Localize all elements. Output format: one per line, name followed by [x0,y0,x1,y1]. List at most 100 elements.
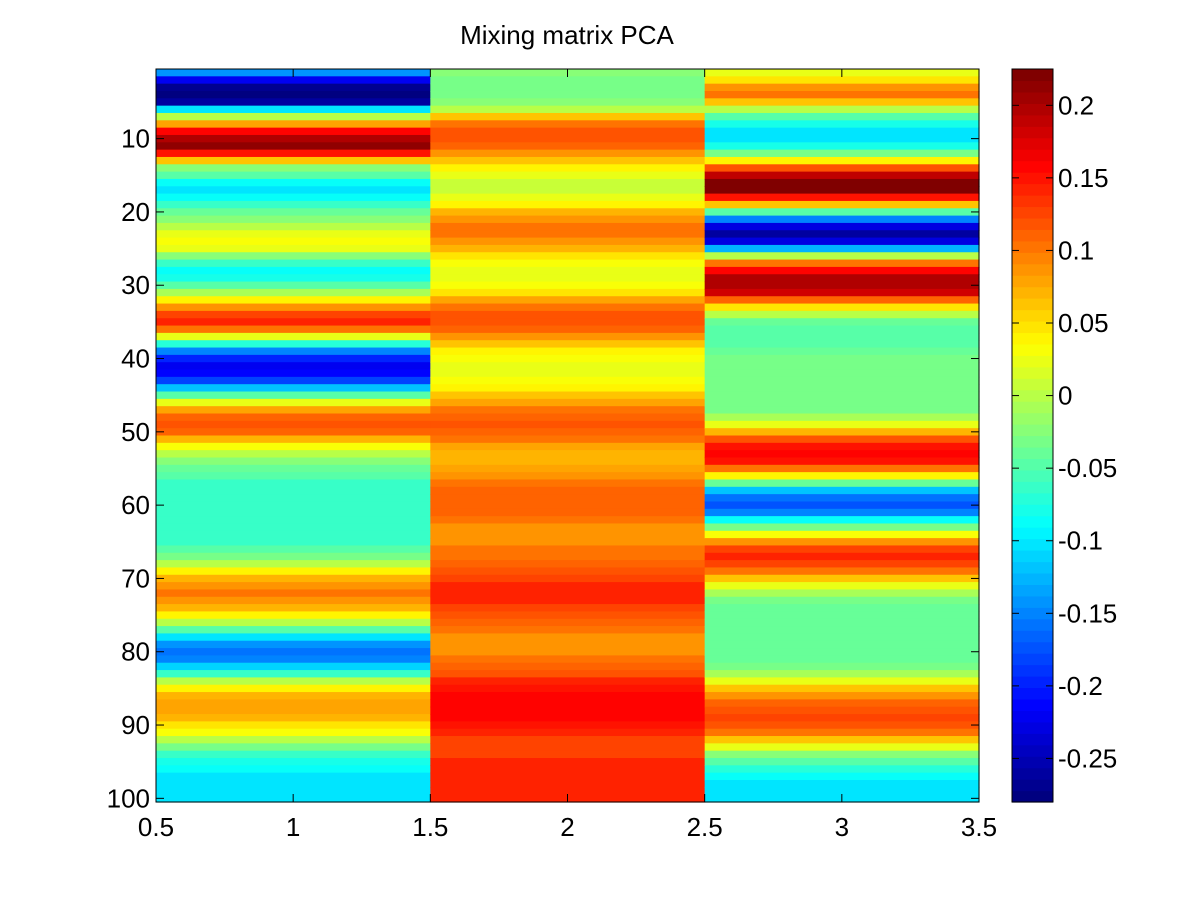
colorbar-step [1012,355,1053,368]
heatmap-cell [430,611,706,620]
colorbar-step [1012,584,1053,597]
heatmap-cell [704,736,980,744]
heatmap-cell [704,648,980,656]
heatmap-cell [430,428,706,437]
heatmap-cell [704,193,980,202]
heatmap-cell [156,552,431,561]
heatmap-cell [430,655,706,664]
colorbar-tick-label: -0.15 [1058,598,1117,628]
y-tick-label: 90 [121,710,150,740]
heatmap-cell [430,435,706,444]
y-tick-label: 10 [121,124,150,154]
heatmap-cell [156,112,431,121]
heatmap-cell [430,200,706,209]
heatmap-cell [430,567,706,576]
heatmap-cell [430,112,706,121]
y-axis: 10 20 30 40 50 60 70 80 90 100 [107,124,979,813]
heatmap-cell [156,596,431,605]
heatmap-cell [704,780,980,788]
heatmap-cell [430,237,706,246]
heatmap-cell [704,772,980,781]
heatmap-cell [156,340,431,349]
heatmap-cell [156,186,431,195]
heatmap-cell [704,457,980,466]
heatmap-cell [430,545,706,554]
heatmap-cell [704,398,980,407]
heatmap-cell [704,670,980,678]
colorbar-step [1012,332,1053,345]
heatmap-cell [156,699,431,708]
heatmap-cell [156,626,431,635]
heatmap-cell [156,420,431,429]
colorbar-step [1012,194,1053,208]
colorbar-step [1012,481,1053,494]
heatmap-cell [704,787,980,796]
heatmap-cell [430,758,706,766]
heatmap-cell [156,472,431,481]
heatmap-cell [430,259,706,268]
heatmap-cell [430,391,706,400]
heatmap-cell [430,332,706,341]
heatmap-cell [430,750,706,759]
heatmap-cell [156,750,431,759]
heatmap-cell [156,208,431,217]
heatmap-cell [430,662,706,671]
heatmap-cell [156,589,431,598]
heatmap-cell [430,560,706,569]
colorbar-step [1012,114,1053,127]
heatmap-cell [156,391,431,400]
heatmap-cell [704,640,980,649]
heatmap-cell [704,633,980,642]
heatmap-cell [156,574,431,583]
heatmap-cell [430,743,706,752]
heatmap-cell [430,457,706,466]
x-tick-label: 3 [835,812,849,842]
heatmap-cell [156,127,431,136]
heatmap-cell [156,714,431,722]
colorbar-tick-label: 0.1 [1058,235,1094,265]
heatmap-cell [156,98,431,107]
heatmap-cell [156,442,431,451]
heatmap-cell [430,83,706,92]
heatmap-cell [704,758,980,766]
heatmap-cell [430,626,706,635]
colorbar-step [1012,607,1053,620]
heatmap-cell [704,127,980,136]
heatmap-cell [704,721,980,730]
heatmap-cell [156,274,431,283]
heatmap-cell [430,684,706,693]
heatmap-cell [704,494,980,503]
heatmap-cell [704,420,980,429]
heatmap-cell [156,633,431,642]
heatmap-cell [704,582,980,591]
heatmap-cell [704,501,980,510]
colorbar-tick-label: -0.1 [1058,526,1103,556]
colorbar-step [1012,527,1053,540]
heatmap-cell [156,560,431,569]
heatmap-cell [156,347,431,356]
heatmap-cell [704,406,980,415]
heatmap-cell [430,142,706,151]
heatmap-cell [704,98,980,107]
colorbar-step [1012,80,1053,93]
heatmap-cell [704,303,980,312]
heatmap-cell [156,428,431,437]
colorbar-step [1012,733,1053,746]
heatmap-cell [156,706,431,715]
colorbar-step [1012,298,1053,311]
heatmap-cell [430,648,706,656]
colorbar-step [1012,103,1053,116]
heatmap-cell [430,164,706,173]
heatmap-cell [430,413,706,422]
heatmap-cell [156,567,431,576]
heatmap-cell [704,259,980,268]
heatmap-cell [156,200,431,209]
colorbar-axis: 0.2 0.15 0.1 0.05 0 -0.05 -0.1 -0.15 -0.2 -0.25 [1012,90,1117,773]
heatmap-cell [704,83,980,92]
heatmap-cell [430,98,706,107]
colorbar-step [1012,309,1053,322]
heatmap-cell [156,296,431,305]
heatmap-cell [156,618,431,627]
heatmap-cell [430,787,706,796]
heatmap-cell [430,618,706,627]
